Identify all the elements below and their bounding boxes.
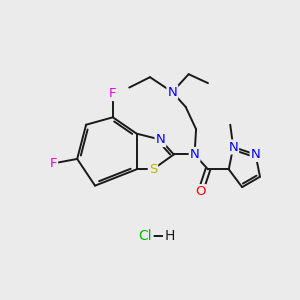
Text: N: N (228, 140, 238, 154)
Text: N: N (250, 148, 260, 161)
Text: N: N (167, 85, 177, 98)
Text: F: F (50, 157, 57, 170)
Text: N: N (190, 148, 200, 161)
Text: Cl: Cl (139, 229, 152, 243)
Text: S: S (149, 163, 157, 176)
Text: H: H (164, 229, 175, 243)
Text: N: N (155, 133, 165, 146)
Text: F: F (109, 87, 117, 100)
Text: O: O (195, 185, 206, 198)
